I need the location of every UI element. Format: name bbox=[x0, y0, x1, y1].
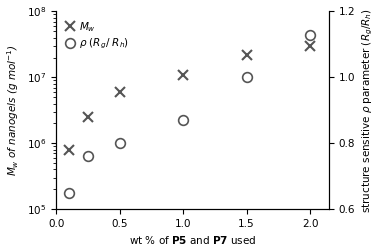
$\rho$ ($R_g$/ $R_h$) bbox=[66, 191, 71, 194]
$M_w$ bbox=[85, 115, 90, 118]
$\rho$ ($R_g$/ $R_h$) bbox=[85, 155, 90, 158]
$M_w$ bbox=[308, 44, 312, 47]
Line: $\rho$ ($R_g$/ $R_h$): $\rho$ ($R_g$/ $R_h$) bbox=[64, 30, 315, 198]
$M_w$ bbox=[244, 53, 249, 56]
X-axis label: wt % of $\mathbf{P5}$ and $\mathbf{P7}$ used: wt % of $\mathbf{P5}$ and $\mathbf{P7}$ … bbox=[129, 234, 256, 246]
$M_w$ bbox=[66, 148, 71, 151]
$M_w$ bbox=[181, 73, 186, 76]
$\rho$ ($R_g$/ $R_h$) bbox=[117, 142, 122, 145]
$\rho$ ($R_g$/ $R_h$) bbox=[244, 76, 249, 79]
$M_w$ bbox=[117, 90, 122, 93]
$\rho$ ($R_g$/ $R_h$) bbox=[181, 119, 186, 122]
$\rho$ ($R_g$/ $R_h$) bbox=[308, 33, 312, 36]
Y-axis label: structure sensitive $\rho$ parameter ($R_g$/$R_h$): structure sensitive $\rho$ parameter ($R… bbox=[361, 8, 375, 213]
Line: $M_w$: $M_w$ bbox=[64, 41, 315, 154]
Legend: $M_w$, $\rho$ ($R_g$/ $R_h$): $M_w$, $\rho$ ($R_g$/ $R_h$) bbox=[61, 17, 132, 54]
Y-axis label: $M_w$ of nanogels (g mol$^{-1}$): $M_w$ of nanogels (g mol$^{-1}$) bbox=[6, 45, 21, 176]
